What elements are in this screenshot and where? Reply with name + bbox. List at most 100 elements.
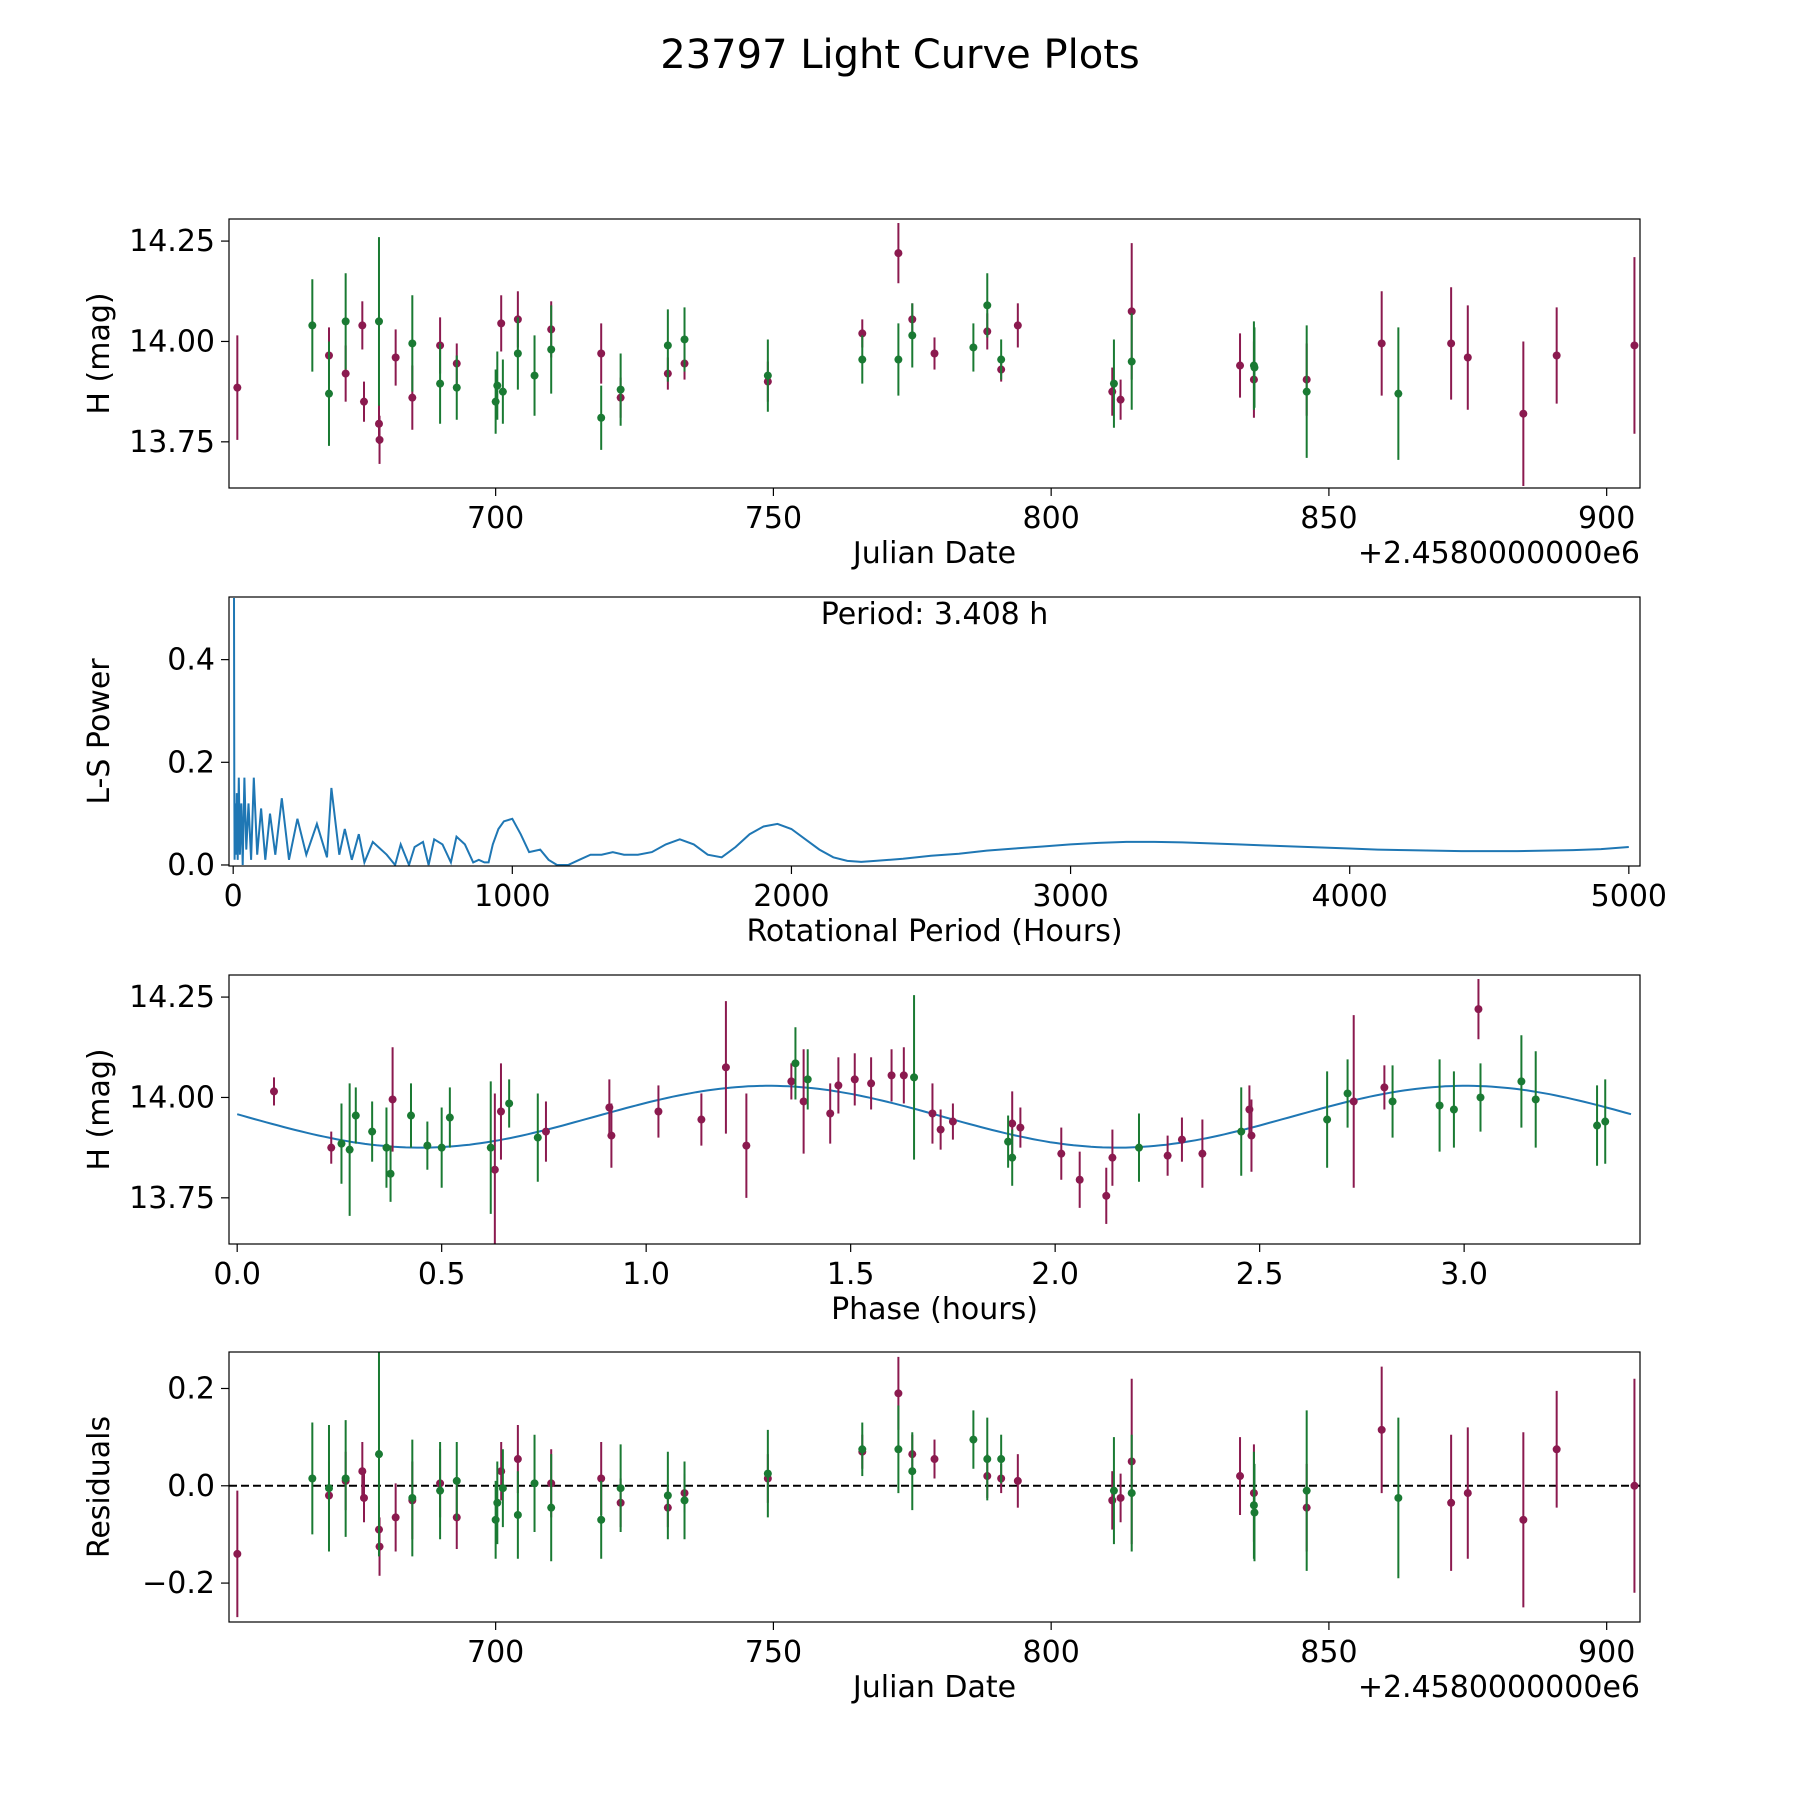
filter-green-data-point [547,1503,556,1512]
x-tick-label: 0 [224,879,243,914]
filter-green-data-point [445,1113,454,1122]
filter-magenta-data-point [899,1071,908,1080]
filter-green-data-point [491,1515,500,1524]
filter-magenta-data-point [850,1075,859,1084]
filter-magenta-data-point [391,1513,400,1522]
filter-green-data-point [969,1435,978,1444]
x-tick-label: 900 [1578,1635,1635,1670]
filter-green-data-point [983,1455,992,1464]
filter-green-data-point [1127,357,1136,366]
x-axis-label: Julian Date [851,536,1016,571]
filter-green-data-point [1134,1143,1143,1152]
filter-green-data-point [1004,1137,1013,1146]
filter-green-data-point [437,1143,446,1152]
y-tick-label: 13.75 [129,1181,215,1216]
filter-green-data-point [452,1476,461,1485]
filter-green-data-point [1109,379,1118,388]
filter-green-data-point [513,1510,522,1519]
filter-magenta-data-point [1013,321,1022,330]
x-tick-label: 750 [745,1635,802,1670]
filter-magenta-data-point [1102,1191,1111,1200]
filter-green-data-point [530,371,539,380]
filter-magenta-data-point [742,1141,751,1150]
filter-magenta-data-point [930,349,939,358]
filter-green-data-point [498,387,507,396]
filter-green-data-point [1388,1097,1397,1106]
x-tick-label: 3.0 [1440,1257,1488,1292]
filter-green-data-point [1601,1117,1610,1126]
figure-title: 23797 Light Curve Plots [660,32,1139,78]
lightcurve-axes-frame [228,218,1641,489]
filter-magenta-data-point [1519,409,1528,418]
filter-green-data-point [408,1493,417,1502]
filter-green-data-point [1250,1508,1259,1517]
filter-green-data-point [1343,1089,1352,1098]
filter-magenta-data-point [233,1549,242,1558]
filter-green-data-point [791,1059,800,1068]
filter-magenta-data-point [936,1125,945,1134]
filter-green-data-point [858,1445,867,1454]
x-tick-label: 900 [1578,501,1635,536]
filter-green-data-point [597,1515,606,1524]
filter-green-data-point [1127,1489,1136,1498]
filter-magenta-data-point [497,319,506,328]
filter-magenta-data-point [327,1143,336,1152]
periodogram-panel: 0 1000 2000 3000 4000 5000 0.0 0.2 0.4 Rotational… [82,596,1667,949]
x-tick-label: 5000 [1591,879,1667,914]
filter-green-data-point [1302,387,1311,396]
filter-magenta-data-point [1519,1515,1528,1524]
filter-green-data-point [408,339,417,348]
x-tick-label: 2.5 [1236,1257,1284,1292]
filter-green-data-point [382,1143,391,1152]
x-tick-label: 800 [1023,1635,1080,1670]
filter-green-data-point [547,345,556,354]
phased-axes-frame [228,974,1641,1245]
filter-magenta-data-point [1116,395,1125,404]
x-tick-label: 0.5 [418,1257,466,1292]
y-tick-label: 13.75 [129,425,215,460]
filter-magenta-data-point [341,369,350,378]
filter-magenta-data-point [597,1474,606,1483]
filter-magenta-data-point [894,1389,903,1398]
y-axis-label: L-S Power [82,658,117,805]
x-tick-label: 3000 [1032,879,1108,914]
filter-magenta-data-point [1163,1151,1172,1160]
filter-green-data-point [663,341,672,350]
filter-magenta-data-point [359,1493,368,1502]
filter-green-data-point [803,1075,812,1084]
y-tick-label: 0.2 [167,745,215,780]
filter-green-data-point [1517,1077,1526,1086]
x-axis-label: Julian Date [851,1670,1016,1705]
x-tick-label: 850 [1300,1635,1357,1670]
filter-green-data-point [337,1139,346,1148]
filter-magenta-data-point [359,397,368,406]
x-offset-text: +2.4580000000e6 [1358,536,1640,571]
filter-green-data-point [858,355,867,364]
filter-magenta-data-point [1127,307,1136,316]
filter-magenta-data-point [1377,339,1386,348]
filter-green-data-point [498,1484,507,1493]
filter-magenta-data-point [597,349,606,358]
filter-green-data-point [324,389,333,398]
x-tick-label: 4000 [1312,879,1388,914]
y-tick-label: 14.00 [129,324,215,359]
filter-magenta-data-point [1236,1472,1245,1481]
filter-magenta-data-point [654,1107,663,1116]
filter-magenta-data-point [1380,1083,1389,1092]
x-tick-label: 800 [1023,501,1080,536]
filter-magenta-data-point [388,1095,397,1104]
filter-green-data-point [1323,1115,1332,1124]
filter-green-data-point [997,355,1006,364]
filter-green-data-point [983,301,992,310]
filter-green-data-point [908,331,917,340]
filter-green-data-point [513,349,522,358]
filter-magenta-data-point [858,329,867,338]
filter-magenta-data-point [1474,1005,1483,1014]
filter-green-data-point [486,1143,495,1152]
filter-magenta-data-point [1116,1493,1125,1502]
filter-magenta-data-point [1247,1131,1256,1140]
filter-green-data-point [663,1491,672,1500]
filter-magenta-data-point [1552,1445,1561,1454]
lightcurve-plot-area [233,223,1639,486]
